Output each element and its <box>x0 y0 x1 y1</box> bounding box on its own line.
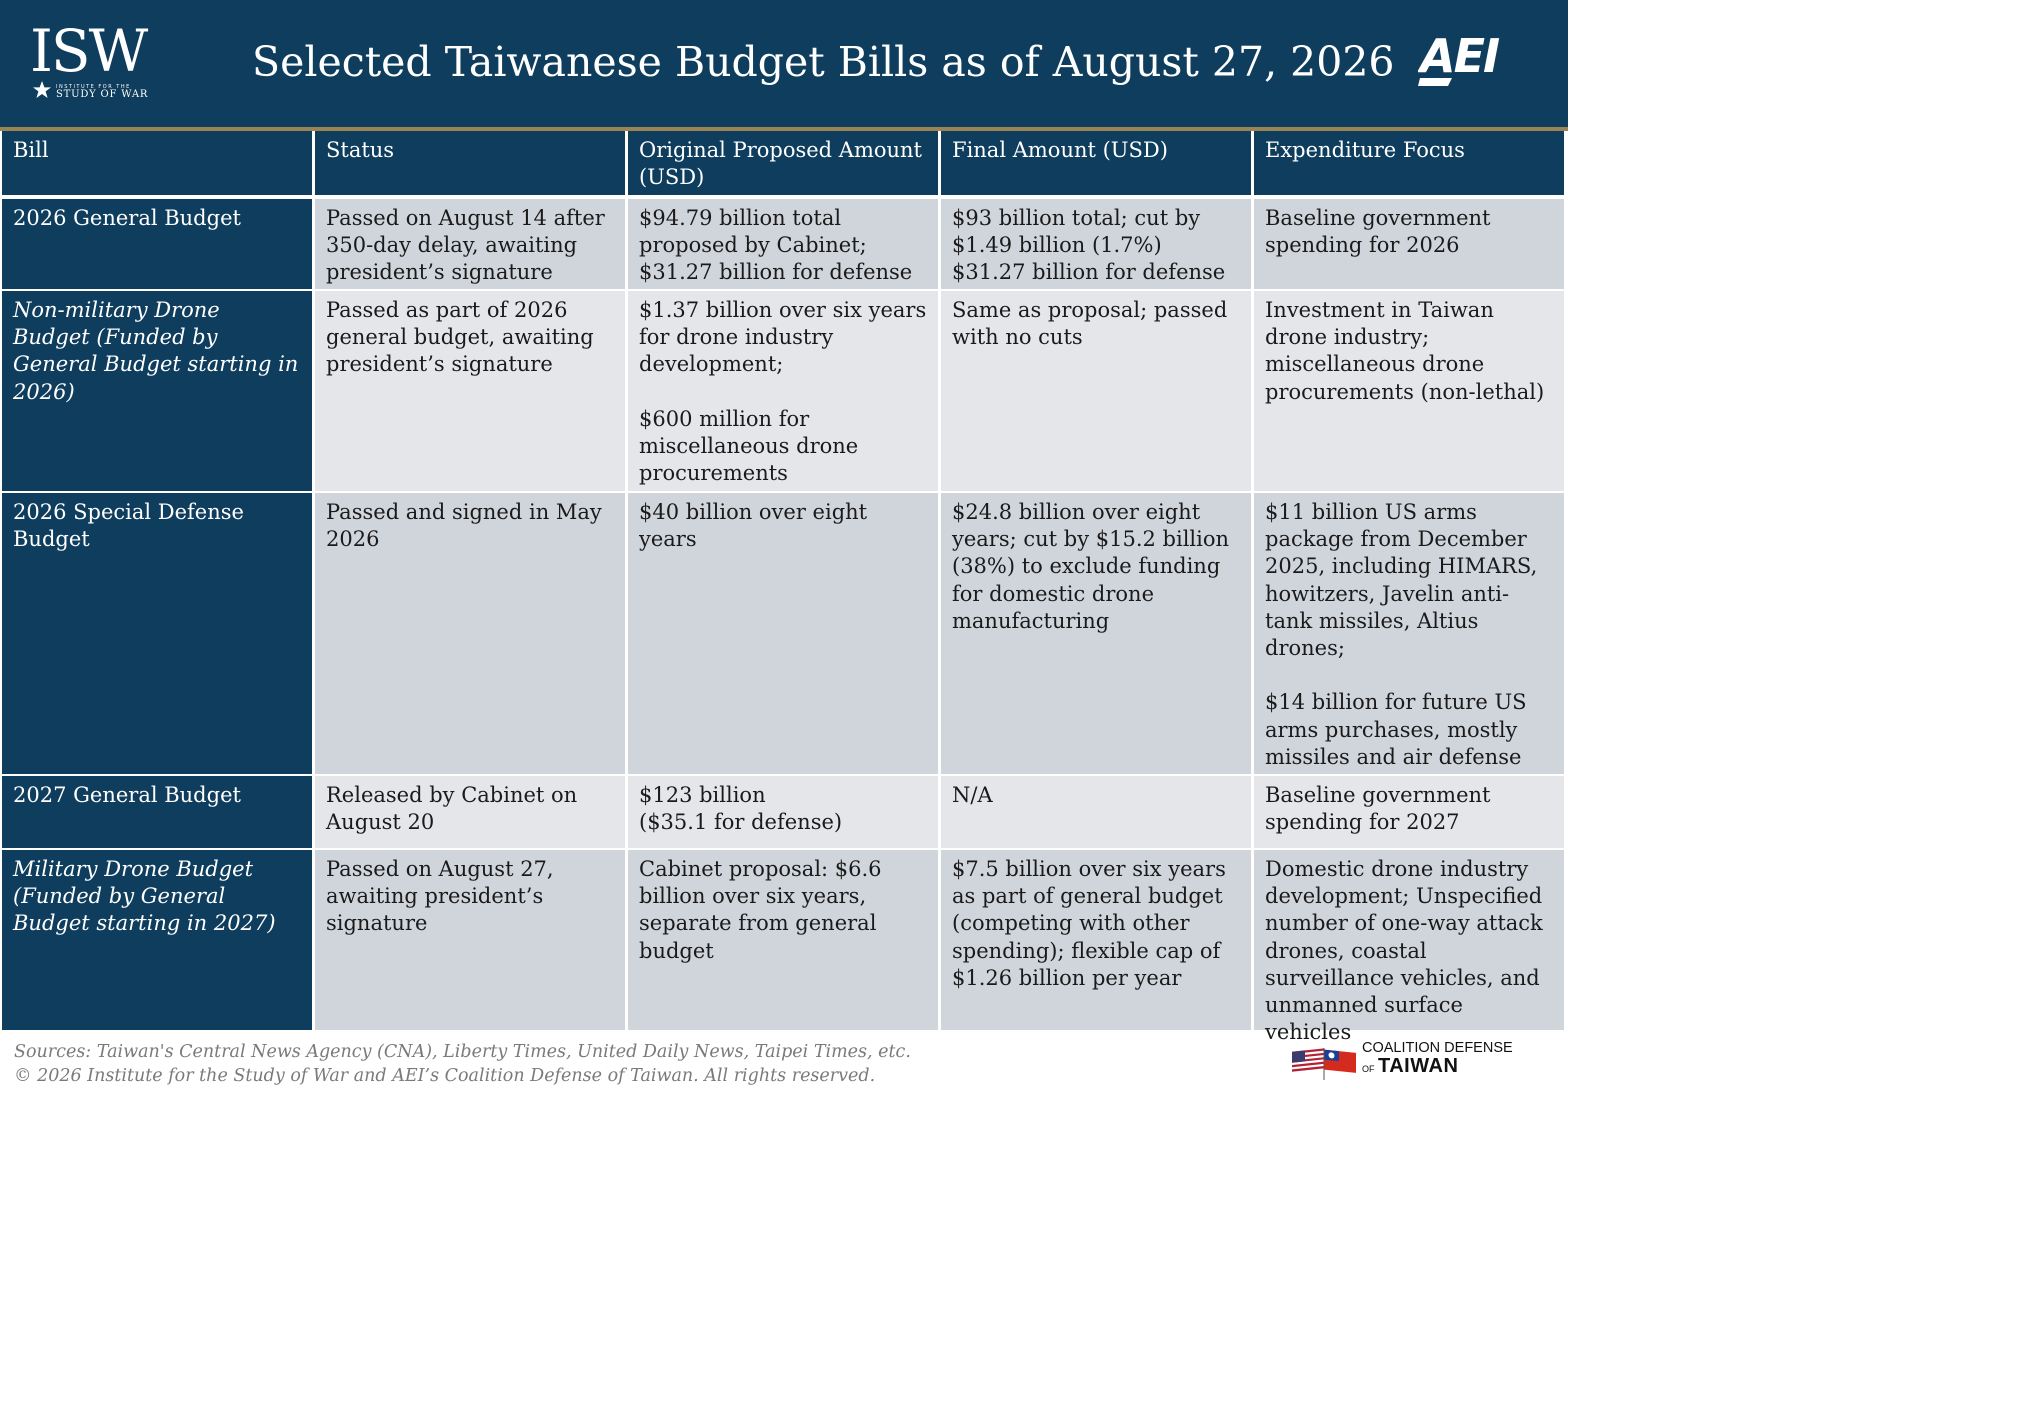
cdt-logo-line1: COALITION DEFENSE <box>1362 1040 1513 1056</box>
page-title: Selected Taiwanese Budget Bills as of Au… <box>252 38 1395 86</box>
cell-original: $123 billion ($35.1 for defense) <box>628 776 938 848</box>
cell-final: N/A <box>941 776 1251 848</box>
column-header: Final Amount (USD) <box>941 131 1251 195</box>
cell-status: Passed as part of 2026 general budget, a… <box>315 291 625 491</box>
cell-status: Passed on August 14 after 350-day delay,… <box>315 199 625 289</box>
cell-focus: Baseline government spending for 2027 <box>1254 776 1564 848</box>
cdt-logo-of: OF <box>1362 1064 1375 1074</box>
cell-original: $40 billion over eight years <box>628 493 938 774</box>
header-divider <box>0 127 1568 131</box>
bill-name-cell: 2026 General Budget <box>2 199 312 289</box>
table-row: Military Drone Budget (Funded by General… <box>2 850 1564 1044</box>
isw-logo-mark: ISW <box>30 17 148 85</box>
flags-icon <box>1292 1048 1356 1080</box>
cell-focus: Domestic drone industry development; Uns… <box>1254 850 1564 1044</box>
cell-focus: Baseline government spending for 2026 <box>1254 199 1564 289</box>
column-header: Expenditure Focus <box>1254 131 1564 195</box>
coalition-defense-taiwan-logo: COALITION DEFENSE OF TAIWAN <box>1290 1040 1520 1082</box>
isw-logo: ISW INSTITUTE FOR THE STUDY OF WAR <box>30 22 170 102</box>
bill-name-cell: Non-military Drone Budget (Funded by Gen… <box>2 291 312 491</box>
bill-name-cell: 2027 General Budget <box>2 776 312 848</box>
isw-logo-line1: INSTITUTE FOR THE <box>56 84 131 90</box>
table-row: 2027 General Budget Released by Cabinet o… <box>2 776 1564 848</box>
aei-logo: AEI <box>1418 29 1502 86</box>
cell-original: Cabinet proposal: $6.6 billion over six … <box>628 850 938 1030</box>
cell-final: $7.5 billion over six years as part of g… <box>941 850 1251 1030</box>
cell-focus: Investment in Taiwan drone industry; mis… <box>1254 291 1564 491</box>
cell-original: $94.79 billion total proposed by Cabinet… <box>628 199 938 289</box>
cell-status: Passed on August 27, awaiting president’… <box>315 850 625 1030</box>
table-row: Non-military Drone Budget (Funded by Gen… <box>2 291 1564 491</box>
column-header: Original Proposed Amount (USD) <box>628 131 938 195</box>
cell-status: Passed and signed in May 2026 <box>315 493 625 774</box>
copyright-note: © 2026 Institute for the Study of War an… <box>14 1066 876 1086</box>
bill-name-cell: Military Drone Budget (Funded by General… <box>2 850 312 1030</box>
cell-original: $1.37 billion over six years for drone i… <box>628 291 938 491</box>
cell-final: $93 billion total; cut by $1.49 billion … <box>941 199 1251 289</box>
star-icon <box>33 81 51 98</box>
sources-note: Sources: Taiwan's Central News Agency (C… <box>14 1042 911 1062</box>
table-header-row: Bill Status Original Proposed Amount (USD)… <box>2 131 1564 195</box>
cell-final: $24.8 billion over eight years; cut by $… <box>941 493 1251 774</box>
column-header: Status <box>315 131 625 195</box>
bill-name-cell: 2026 Special Defense Budget <box>2 493 312 774</box>
isw-logo-line2: STUDY OF WAR <box>56 89 149 100</box>
page-header: ISW INSTITUTE FOR THE STUDY OF WAR Selec… <box>0 0 1568 127</box>
cdt-logo-line2: TAIWAN <box>1378 1055 1459 1077</box>
table-row: 2026 Special Defense Budget Passed and si… <box>2 493 1564 796</box>
cell-status: Released by Cabinet on August 20 <box>315 776 625 848</box>
cell-focus: $11 billion US arms package from Decembe… <box>1254 493 1564 796</box>
table-row: 2026 General Budget Passed on August 14 a… <box>2 199 1564 289</box>
aei-logo-text: AEI <box>1418 29 1500 83</box>
column-header: Bill <box>2 131 312 195</box>
cell-final: Same as proposal; passed with no cuts <box>941 291 1251 491</box>
